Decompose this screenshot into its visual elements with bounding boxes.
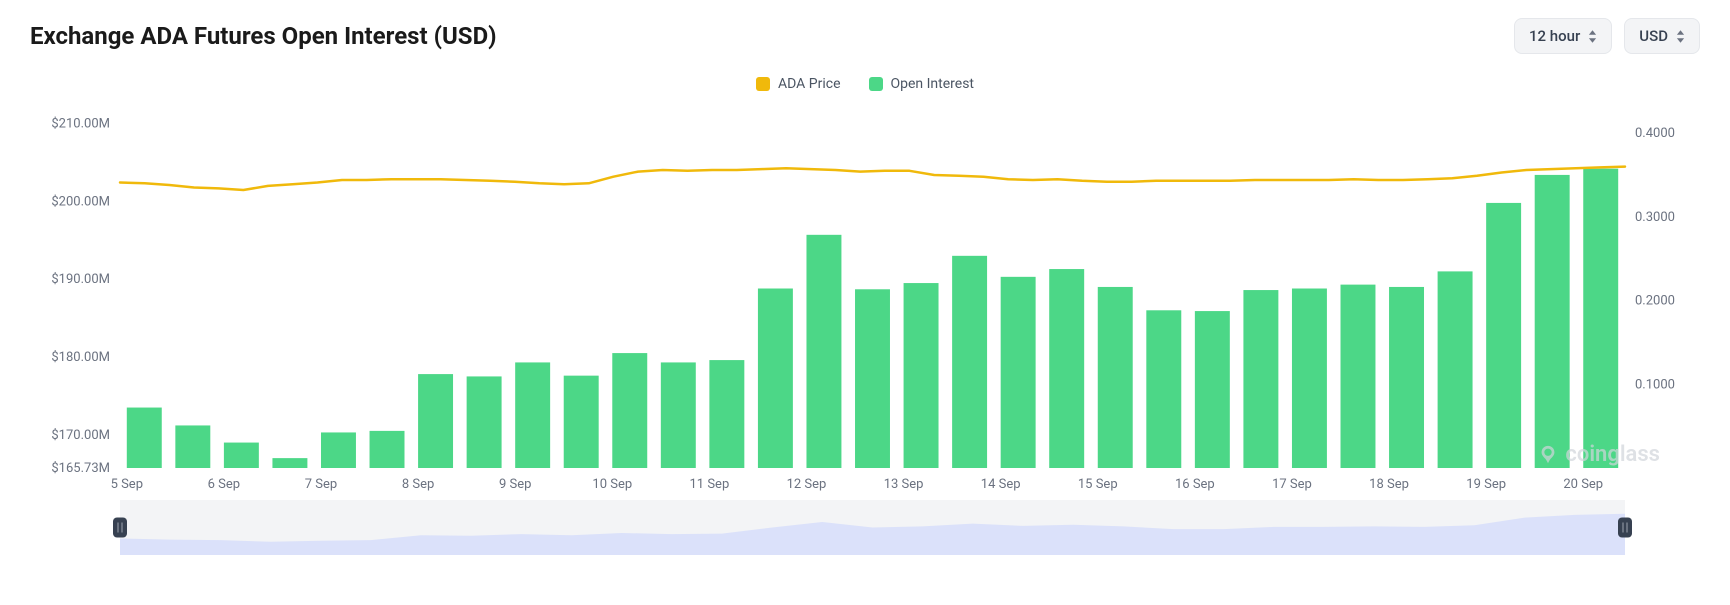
svg-text:$210.00M: $210.00M — [51, 117, 110, 132]
legend-swatch-price — [756, 77, 770, 91]
svg-text:0.4000: 0.4000 — [1635, 126, 1675, 141]
svg-text:15 Sep: 15 Sep — [1078, 477, 1118, 492]
svg-text:0.3000: 0.3000 — [1635, 210, 1675, 225]
svg-text:16 Sep: 16 Sep — [1175, 477, 1215, 492]
svg-text:9 Sep: 9 Sep — [499, 477, 531, 492]
legend-item-oi[interactable]: Open Interest — [869, 76, 975, 92]
svg-text:0.1000: 0.1000 — [1635, 377, 1675, 392]
svg-text:18 Sep: 18 Sep — [1369, 477, 1409, 492]
chart-header: Exchange ADA Futures Open Interest (USD)… — [0, 0, 1730, 64]
currency-dropdown[interactable]: USD — [1624, 18, 1700, 54]
svg-text:0.2000: 0.2000 — [1635, 294, 1675, 309]
brush-handle-right[interactable] — [1618, 518, 1632, 538]
chart-title: Exchange ADA Futures Open Interest (USD) — [30, 22, 497, 50]
chart-controls: 12 hour USD — [1514, 18, 1700, 54]
currency-label: USD — [1639, 27, 1668, 45]
brush-handle-left[interactable] — [113, 518, 127, 538]
legend-swatch-oi — [869, 77, 883, 91]
sort-caret-icon — [1588, 30, 1597, 43]
svg-text:14 Sep: 14 Sep — [981, 477, 1021, 492]
svg-text:$165.73M: $165.73M — [51, 461, 110, 476]
timeframe-label: 12 hour — [1529, 27, 1580, 45]
svg-text:20 Sep: 20 Sep — [1563, 477, 1603, 492]
legend-label-oi: Open Interest — [891, 76, 975, 92]
sort-caret-icon — [1676, 30, 1685, 43]
svg-text:$200.00M: $200.00M — [51, 194, 110, 209]
svg-text:12 Sep: 12 Sep — [787, 477, 827, 492]
legend-label-price: ADA Price — [778, 76, 841, 92]
chart-svg[interactable]: $165.73M $170.00M $180.00M $190.00M $200.00M… — [30, 98, 1700, 558]
svg-text:13 Sep: 13 Sep — [884, 477, 924, 492]
svg-text:$190.00M: $190.00M — [51, 272, 110, 287]
svg-text:6 Sep: 6 Sep — [208, 477, 240, 492]
svg-text:7 Sep: 7 Sep — [305, 477, 337, 492]
timeframe-dropdown[interactable]: 12 hour — [1514, 18, 1612, 54]
svg-text:17 Sep: 17 Sep — [1272, 477, 1312, 492]
svg-text:10 Sep: 10 Sep — [592, 477, 632, 492]
svg-text:$180.00M: $180.00M — [51, 350, 110, 365]
chart-area: $165.73M $170.00M $180.00M $190.00M $200.00M… — [30, 98, 1700, 562]
chart-legend: ADA Price Open Interest — [0, 64, 1730, 98]
svg-text:5 Sep: 5 Sep — [111, 477, 143, 492]
svg-text:11 Sep: 11 Sep — [690, 477, 730, 492]
svg-text:19 Sep: 19 Sep — [1466, 477, 1506, 492]
svg-text:$170.00M: $170.00M — [51, 428, 110, 443]
svg-text:8 Sep: 8 Sep — [402, 477, 434, 492]
legend-item-price[interactable]: ADA Price — [756, 76, 841, 92]
